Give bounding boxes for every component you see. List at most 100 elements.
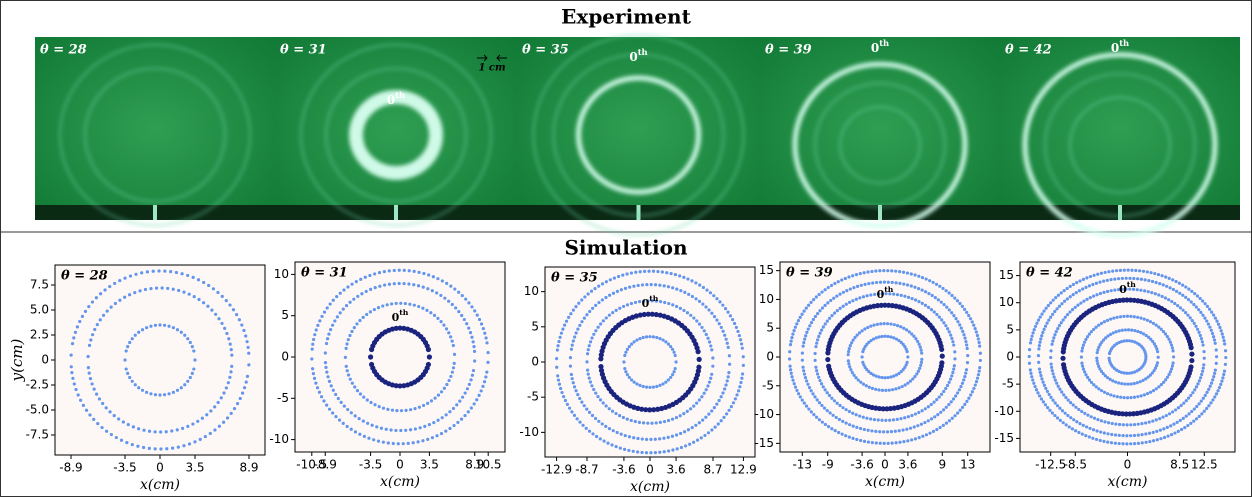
point [1071,282,1076,287]
point [738,385,742,389]
ring-points [800,280,970,434]
point [1125,423,1129,427]
point [624,350,628,354]
point [368,273,372,278]
point [213,428,217,432]
point [188,375,192,380]
zeroth-sup: th [395,90,405,100]
point [1161,380,1166,384]
point [229,348,233,352]
point [846,359,850,363]
x-tick-label: 0 [396,458,404,472]
point [729,405,733,409]
point [921,434,925,438]
point [1049,355,1053,360]
point [1042,327,1046,331]
point [594,434,599,439]
point [835,401,839,405]
point [706,431,711,435]
point [1181,416,1185,420]
point [350,329,354,334]
point [640,437,644,441]
point [705,288,709,292]
point [713,425,717,429]
point [909,272,913,276]
point [870,269,874,274]
point [861,382,866,386]
point [401,325,407,331]
point [905,427,909,431]
point [650,421,654,425]
point [1171,355,1176,359]
point [638,300,642,304]
point [920,409,924,413]
point [625,417,629,421]
point [431,275,435,279]
point [851,338,855,342]
point [1095,350,1099,355]
point [946,327,950,331]
point [666,449,671,453]
point [865,416,869,420]
point [891,388,895,392]
point [871,337,876,341]
point [651,385,656,389]
point [675,287,679,291]
point [555,348,560,352]
point [235,402,240,406]
y-tick-label: 5.0 [30,303,49,317]
point [385,303,389,307]
point [918,366,922,370]
point [655,335,659,340]
point [649,451,653,455]
point [1081,287,1085,291]
point [1056,384,1060,388]
point [373,286,377,290]
point [889,375,893,379]
point [1056,293,1061,297]
point [886,334,890,339]
point [644,385,649,389]
point [871,373,876,377]
point [88,376,93,381]
point [1073,305,1077,309]
point [364,289,368,294]
point [1027,354,1031,359]
point [353,430,358,434]
point [1160,294,1164,299]
point [959,326,963,330]
point [444,429,448,433]
point [229,411,233,416]
point [809,321,814,325]
point [232,407,237,411]
point [645,283,649,287]
point [565,402,570,407]
point [616,274,621,279]
point [201,301,206,305]
point [886,375,890,380]
point [563,398,568,403]
point [841,419,845,423]
point [407,269,411,273]
point [1085,297,1089,301]
point [1154,323,1158,327]
point [228,342,232,346]
point [804,334,808,338]
point [577,301,581,305]
point [947,419,952,423]
point [1045,389,1050,394]
point [1145,318,1150,322]
point [224,386,228,390]
point [919,348,923,352]
point [606,441,610,445]
point [1129,382,1133,386]
point [327,332,331,336]
point [408,408,413,412]
point [1108,332,1113,336]
x-tick-label: 0 [646,463,654,477]
point [1150,279,1155,284]
point [432,313,437,317]
point [1055,416,1060,420]
ring-points [846,322,924,392]
point [909,284,913,288]
